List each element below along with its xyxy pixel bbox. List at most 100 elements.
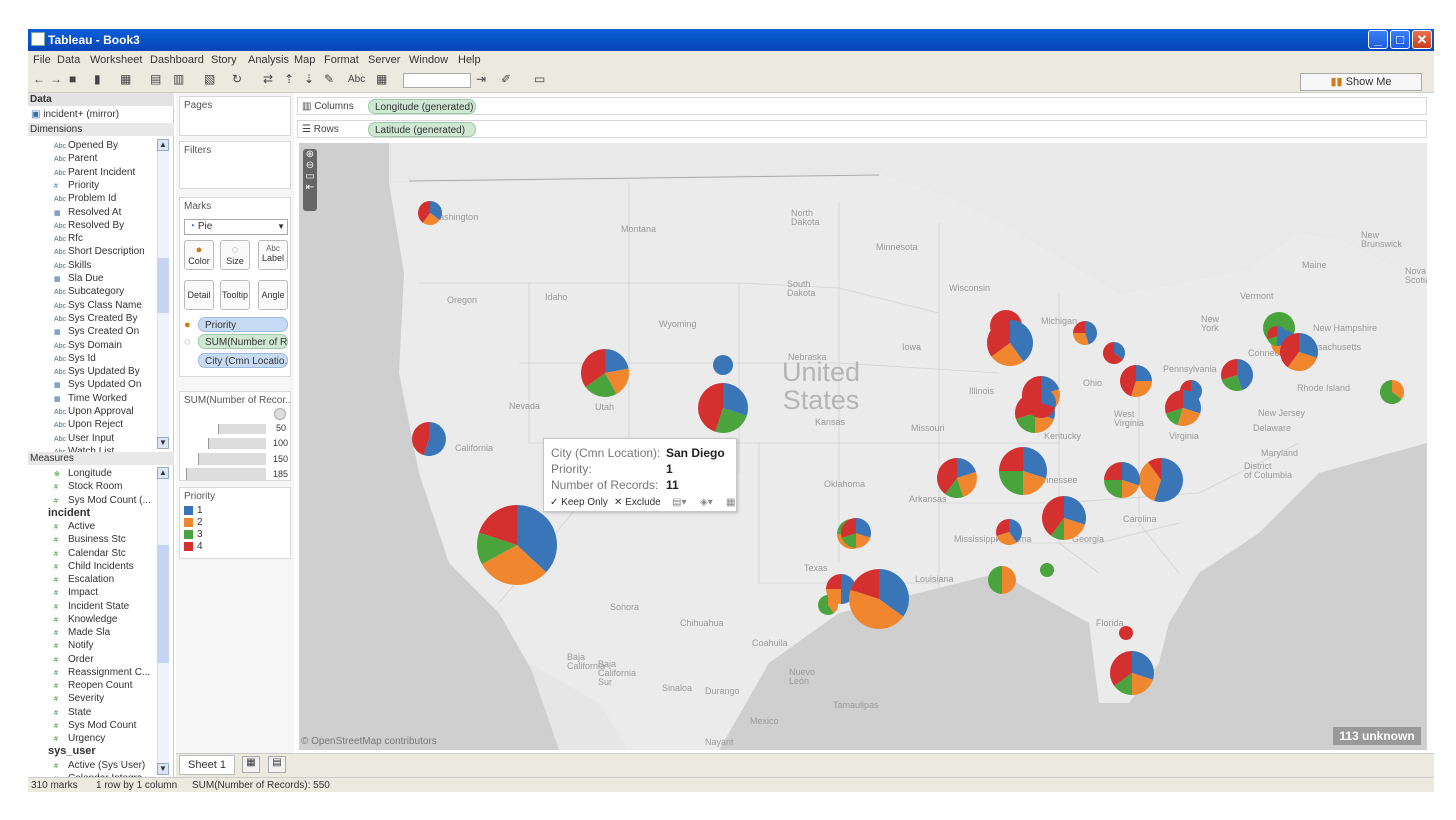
incident-table-group[interactable]: incident xyxy=(48,507,90,520)
pin-icon[interactable]: ⇤ xyxy=(305,182,315,193)
city-detail-pill[interactable]: City (Cmn Locatio... xyxy=(198,353,288,368)
measure-field[interactable]: # Active (Sys User) xyxy=(54,759,145,772)
refresh-icon[interactable]: ↻ xyxy=(232,72,243,86)
pie-slice-priority-1[interactable] xyxy=(1010,320,1033,362)
pie-slice-priority-1[interactable] xyxy=(430,201,442,221)
pie-slice-priority-3[interactable] xyxy=(1051,518,1064,540)
pie-slice-priority-2[interactable] xyxy=(1132,673,1153,695)
dimension-field[interactable]: Abc Subcategory xyxy=(54,285,124,298)
dimension-field[interactable]: Abc Sys Updated By xyxy=(54,365,140,378)
label-button[interactable]: Abc Label xyxy=(258,240,288,270)
detail-button[interactable]: Detail xyxy=(184,280,214,310)
map-view[interactable]: ⊕ ⊖ ▭ ⇤ Washington Montana North Dakota Min… xyxy=(299,143,1427,750)
angle-button[interactable]: Angle xyxy=(258,280,288,310)
pie-slice-priority-4[interactable] xyxy=(478,505,517,545)
measure-field[interactable]: # Made Sla xyxy=(54,626,110,639)
exclude-button[interactable]: ✕ Exclude xyxy=(614,497,661,508)
new-worksheet-tab-icon[interactable]: ▦ xyxy=(242,756,260,773)
pie-slice-priority-4[interactable] xyxy=(1104,462,1122,480)
pie-slice-priority-2[interactable] xyxy=(1392,380,1405,400)
pie-slice-priority-3[interactable] xyxy=(841,533,856,548)
pie-slice-priority-4[interactable] xyxy=(850,569,879,599)
pie-slice-priority-2[interactable] xyxy=(856,533,871,548)
pie-slice-priority-3[interactable] xyxy=(818,595,834,615)
close-button[interactable]: ✕ xyxy=(1412,30,1432,49)
measure-field[interactable]: # Incident State xyxy=(54,600,129,613)
dimension-field[interactable]: # Priority xyxy=(54,179,99,192)
city-pie-mark[interactable] xyxy=(581,349,629,397)
pie-slice-priority-3[interactable] xyxy=(1114,673,1132,695)
pie-slice-priority-4[interactable] xyxy=(1119,626,1133,640)
pie-slice-priority-3[interactable] xyxy=(988,566,1002,594)
scroll-up-icon[interactable]: ▲ xyxy=(157,139,169,151)
measure-field[interactable]: ⊕ Longitude xyxy=(54,467,112,480)
pie-slice-priority-1[interactable] xyxy=(1085,321,1097,345)
measure-field[interactable]: # Stock Room xyxy=(54,480,122,493)
pie-slice-priority-1[interactable] xyxy=(1132,651,1154,680)
dimension-field[interactable]: Abc Parent Incident xyxy=(54,166,135,179)
menu-help[interactable]: Help xyxy=(458,54,481,66)
pie-slice-priority-2[interactable] xyxy=(1138,462,1161,501)
pie-slice-priority-1[interactable] xyxy=(1023,447,1047,479)
pie-slice-priority-2[interactable] xyxy=(957,471,977,498)
filters-card[interactable]: Filters xyxy=(179,141,291,189)
pie-slice-priority-4[interactable] xyxy=(1165,390,1183,414)
dimension-field[interactable]: ▦ Resolved At xyxy=(54,206,121,219)
dimension-field[interactable]: Abc Sys Id xyxy=(54,352,96,365)
menu-file[interactable]: File xyxy=(33,54,51,66)
zoom-in-icon[interactable]: ⊕ xyxy=(305,149,315,160)
dimension-field[interactable]: ▦ Time Worked xyxy=(54,392,127,405)
pie-slice-priority-2[interactable] xyxy=(849,589,904,629)
dimension-field[interactable]: ▦ Sla Due xyxy=(54,272,104,285)
city-pie-mark[interactable] xyxy=(996,519,1022,545)
city-pie-mark[interactable] xyxy=(818,595,838,615)
size-slider-handle[interactable] xyxy=(274,408,286,420)
city-pie-mark[interactable] xyxy=(1165,390,1201,426)
dimension-field[interactable]: Abc Sys Class Name xyxy=(54,299,142,312)
pie-slice-priority-4[interactable] xyxy=(418,201,430,223)
pie-slice-priority-4[interactable] xyxy=(996,519,1009,537)
pie-slice-priority-1[interactable] xyxy=(1064,496,1086,525)
dimension-field[interactable]: ▦ Sys Updated On xyxy=(54,378,141,391)
pie-slice-priority-3[interactable] xyxy=(585,373,617,397)
dimension-field[interactable]: Abc Resolved By xyxy=(54,219,124,232)
priority-color-pill[interactable]: Priority xyxy=(198,317,288,332)
city-pie-mark[interactable] xyxy=(987,320,1033,366)
pie-slice-priority-3[interactable] xyxy=(1104,480,1122,498)
show-labels-button[interactable]: Abc xyxy=(348,74,366,85)
pie-slice-priority-1[interactable] xyxy=(1183,390,1201,414)
city-pie-mark[interactable] xyxy=(840,518,871,548)
pie-slice-priority-1[interactable] xyxy=(605,349,629,373)
pie-slice-priority-3[interactable] xyxy=(1221,375,1242,392)
city-pie-mark[interactable] xyxy=(849,569,909,629)
pie-slice-priority-4[interactable] xyxy=(826,574,841,589)
measure-field[interactable]: # Severity xyxy=(54,692,104,705)
city-pie-mark[interactable] xyxy=(1104,462,1140,498)
minimize-button[interactable]: _ xyxy=(1368,30,1388,49)
measure-field[interactable]: # Notify xyxy=(54,639,94,652)
measure-field[interactable]: # Child Incidents xyxy=(54,560,134,573)
dimension-field[interactable]: Abc User Input xyxy=(54,432,114,445)
pie-slice-priority-1[interactable] xyxy=(957,458,977,478)
pie-slice-priority-1[interactable] xyxy=(1009,519,1022,543)
show-me-button[interactable]: ▮▮ Show Me xyxy=(1300,73,1422,91)
pie-slice-priority-3[interactable] xyxy=(999,471,1023,495)
pie-slice-priority-3[interactable] xyxy=(715,408,747,433)
dimension-field[interactable]: Abc Upon Reject xyxy=(54,418,123,431)
tooltip-button[interactable]: Tooltip xyxy=(220,280,250,310)
pie-slice-priority-1[interactable] xyxy=(423,422,446,456)
color-legend-item[interactable]: 4 xyxy=(184,541,203,552)
dimension-field[interactable]: Abc Upon Approval xyxy=(54,405,134,418)
set-icon[interactable]: ◈▾ xyxy=(700,497,713,508)
pie-slice-priority-4[interactable] xyxy=(1042,496,1064,536)
pie-slice-priority-1[interactable] xyxy=(1122,462,1140,486)
pie-slice-priority-2[interactable] xyxy=(826,589,841,604)
menu-analysis[interactable]: Analysis xyxy=(248,54,289,66)
city-pie-mark[interactable] xyxy=(826,574,856,604)
sys-user-table-group[interactable]: sys_user xyxy=(48,745,96,758)
dimension-field[interactable]: Abc Opened By xyxy=(54,139,118,152)
pie-slice-priority-2[interactable] xyxy=(1035,413,1055,433)
menu-window[interactable]: Window xyxy=(409,54,449,66)
unknown-indicator[interactable]: 113 unknown xyxy=(1333,727,1421,745)
pie-slice-priority-1[interactable] xyxy=(1237,359,1253,391)
